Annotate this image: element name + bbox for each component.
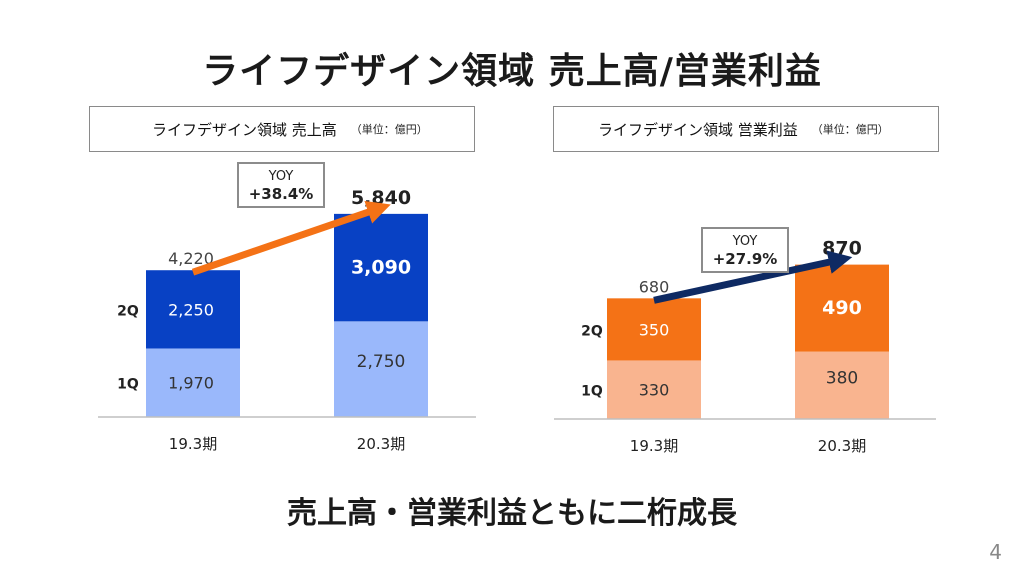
profit-label-2q-0: 350 xyxy=(639,320,670,339)
sales-bar-2q-0 xyxy=(146,270,240,349)
sales-bar-1q-0 xyxy=(146,348,240,417)
profit-bar-2q-1 xyxy=(795,264,889,352)
sales-category-label-1: 20.3期 xyxy=(357,435,405,453)
sales-yoy-value: +38.4% xyxy=(249,185,314,203)
profit-yoy-value: +27.9% xyxy=(713,250,778,268)
sales-chart-title: ライフデザイン領域 売上高 xyxy=(152,120,337,139)
sales-chart-header: ライフデザイン領域 売上高 （単位：億円） xyxy=(89,106,475,152)
profit-category-label-1: 20.3期 xyxy=(818,437,866,455)
slide-title: ライフデザイン領域 売上高/営業利益 xyxy=(202,51,822,92)
sales-stacked-bar-chart: 1,970 2,250 4,220 19.3期 2,750 3,090 5,840 20.3期… xyxy=(98,162,476,453)
profit-total-label-0: 680 xyxy=(639,277,670,296)
profit-bar-2q-0 xyxy=(607,298,701,361)
profit-label-1q-0: 330 xyxy=(639,381,670,400)
sales-total-label-0: 4,220 xyxy=(168,249,214,268)
profit-label-2q-1: 490 xyxy=(822,297,862,319)
sales-bar-2q-1 xyxy=(334,213,428,322)
sales-chart-unit: （単位：億円） xyxy=(350,123,428,136)
conclusion-text: 売上高・営業利益ともに二桁成長 xyxy=(287,496,737,531)
sales-total-label-1: 5,840 xyxy=(351,187,411,209)
sales-bar-1q-1 xyxy=(334,321,428,417)
profit-yoy-arrow xyxy=(653,250,853,304)
profit-stacked-bar-chart: 330 350 680 19.3期 380 490 870 20.3期 1Q 2Q YOY+27.9… xyxy=(554,227,936,455)
profit-bar-1q-0 xyxy=(607,360,701,419)
sales-yoy-arrow xyxy=(191,200,391,276)
sales-yoy-box xyxy=(237,162,325,208)
sales-yoy-label: YOY xyxy=(268,169,294,184)
profit-yoy-box xyxy=(701,227,789,273)
sales-label-2q-1: 3,090 xyxy=(351,257,411,279)
profit-category-label-0: 19.3期 xyxy=(630,437,678,455)
profit-bar-1q-1 xyxy=(795,351,889,419)
sales-chart-panel: ライフデザイン領域 売上高 （単位：億円） xyxy=(0,0,512,470)
sales-label-1q-1: 2,750 xyxy=(357,352,406,372)
profit-series-name-2q: 2Q xyxy=(581,323,603,339)
sales-label-1q-0: 1,970 xyxy=(168,374,214,393)
profit-series-name-1q: 1Q xyxy=(581,384,603,400)
sales-series-name-1q: 1Q xyxy=(117,377,139,393)
profit-yoy-label: YOY xyxy=(732,234,758,249)
sales-label-2q-0: 2,250 xyxy=(168,300,214,319)
sales-series-name-2q: 2Q xyxy=(117,303,139,319)
page-number: 4 xyxy=(989,540,1002,564)
sales-category-label-0: 19.3期 xyxy=(169,435,217,453)
profit-label-1q-1: 380 xyxy=(826,368,858,388)
profit-total-label-1: 870 xyxy=(822,238,862,260)
